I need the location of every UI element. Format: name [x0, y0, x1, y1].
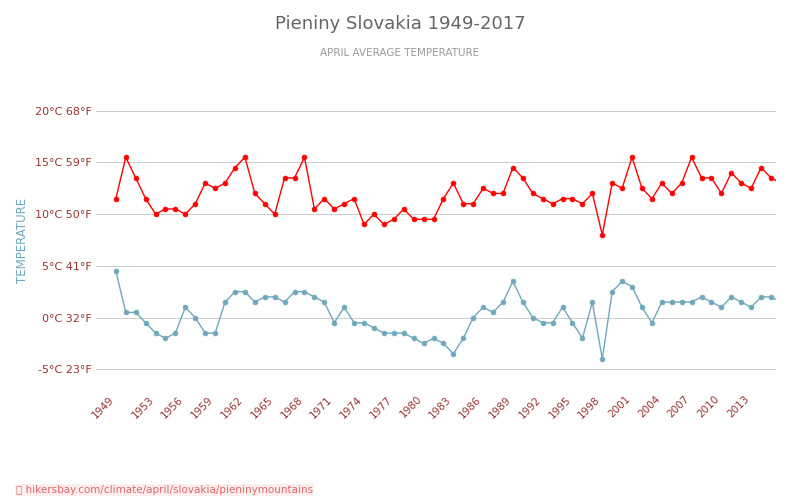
- DAY: [508, 164, 518, 170]
- NIGHT: [498, 299, 508, 305]
- Line: NIGHT: NIGHT: [114, 268, 794, 362]
- NIGHT: [111, 268, 121, 274]
- NIGHT: [161, 336, 170, 342]
- Text: 📍 hikersbay.com/climate/april/slovakia/pieninymountains: 📍 hikersbay.com/climate/april/slovakia/p…: [16, 485, 313, 495]
- Line: DAY: DAY: [114, 155, 794, 238]
- DAY: [786, 180, 796, 186]
- DAY: [647, 196, 657, 202]
- NIGHT: [786, 304, 796, 310]
- DAY: [121, 154, 130, 160]
- NIGHT: [240, 288, 250, 294]
- DAY: [230, 164, 240, 170]
- DAY: [170, 206, 180, 212]
- Text: APRIL AVERAGE TEMPERATURE: APRIL AVERAGE TEMPERATURE: [321, 48, 479, 58]
- Text: Pieniny Slovakia 1949-2017: Pieniny Slovakia 1949-2017: [274, 15, 526, 33]
- NIGHT: [330, 320, 339, 326]
- Y-axis label: TEMPERATURE: TEMPERATURE: [17, 198, 30, 282]
- DAY: [250, 190, 260, 196]
- DAY: [776, 180, 786, 186]
- NIGHT: [776, 299, 786, 305]
- DAY: [111, 196, 121, 202]
- DAY: [598, 232, 607, 238]
- NIGHT: [598, 356, 607, 362]
- NIGHT: [339, 304, 349, 310]
